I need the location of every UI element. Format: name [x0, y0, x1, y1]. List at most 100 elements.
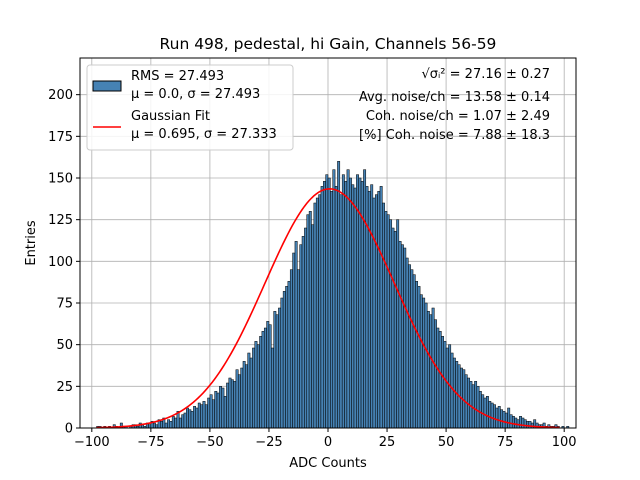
histogram-bar — [230, 379, 234, 429]
histogram-bar — [313, 202, 317, 429]
histogram-bar — [318, 194, 322, 429]
histogram-bar — [311, 224, 315, 429]
histogram-bar — [434, 319, 437, 429]
histogram-bar — [200, 404, 204, 429]
histogram-bar — [214, 391, 218, 429]
histogram-bar — [233, 381, 237, 429]
histogram-bar — [237, 374, 241, 429]
histogram-bar — [483, 397, 487, 429]
legend-histogram-line-2: μ = 0.0, σ = 27.493 — [131, 87, 260, 102]
x-tick-label: −50 — [196, 435, 223, 450]
histogram-bar — [152, 422, 156, 429]
y-axis: 0 25 50 75 100 125 150 175 200 — [48, 88, 80, 437]
y-tick-label: 50 — [56, 338, 73, 353]
histogram-bar — [289, 269, 293, 429]
histogram-bar — [377, 191, 381, 429]
legend-histogram-line-1: RMS = 27.493 — [131, 69, 224, 84]
gaussian-fit-curve — [96, 188, 560, 429]
histogram-bar — [186, 407, 189, 429]
histogram-bar — [450, 352, 454, 429]
histogram-bar — [174, 417, 178, 429]
histogram-bar — [209, 394, 213, 429]
legend-histogram-swatch — [92, 80, 122, 92]
histogram-bar — [271, 347, 274, 429]
histogram-bar — [181, 414, 185, 429]
legend-fit-line-2: μ = 0.695, σ = 27.333 — [131, 127, 277, 142]
histogram-bar — [268, 324, 272, 429]
histogram-bar — [351, 184, 355, 429]
x-tick-label: 0 — [324, 435, 332, 450]
histogram-bar — [485, 396, 489, 429]
histogram-bar — [429, 314, 433, 429]
histogram-bar — [514, 417, 518, 429]
histogram-bar — [398, 241, 402, 429]
histogram-bar — [261, 331, 265, 429]
histogram-bar — [320, 186, 324, 429]
histogram-bar — [374, 194, 378, 429]
y-tick-label: 200 — [48, 88, 73, 103]
histogram-bar — [507, 407, 511, 429]
histogram-bar — [526, 421, 530, 429]
histogram-bar — [240, 367, 244, 429]
histogram-bar — [438, 331, 442, 429]
histogram-bar — [221, 387, 225, 429]
histogram-bar — [275, 314, 279, 429]
histogram-bar — [478, 391, 482, 429]
histogram-bar — [431, 307, 435, 429]
histogram-bar — [509, 414, 513, 429]
histogram-bar — [226, 382, 230, 429]
histogram-bar — [400, 244, 404, 429]
histogram-bar — [519, 416, 522, 429]
histogram-bar — [216, 392, 220, 429]
histogram-bar — [228, 377, 232, 429]
histogram-bar — [164, 422, 168, 429]
x-tick-label: 25 — [379, 435, 396, 450]
histogram-bar — [422, 297, 426, 429]
histogram-bar — [247, 352, 251, 429]
histogram-bar — [488, 401, 492, 429]
histogram-bar — [393, 231, 397, 429]
histogram-bar — [190, 411, 194, 429]
histogram-bar — [294, 241, 298, 429]
histogram-bar — [223, 396, 227, 429]
histogram-bar — [160, 421, 163, 429]
histogram-bar — [521, 417, 525, 429]
histogram-bar — [426, 311, 430, 429]
x-tick-label: −75 — [137, 435, 164, 450]
histogram-bar — [285, 286, 289, 429]
x-tick-label: −100 — [74, 435, 110, 450]
histogram-bar — [386, 214, 390, 429]
y-axis-label: Entries — [24, 220, 39, 266]
histogram-bar — [476, 386, 480, 429]
histogram-bar — [370, 184, 374, 429]
histogram-bar — [212, 399, 215, 429]
histogram-bar — [282, 291, 286, 429]
histogram-bar — [382, 202, 385, 429]
histogram-bar — [167, 419, 171, 429]
histogram-bar — [266, 321, 270, 429]
histogram-bar — [341, 174, 345, 429]
histogram-bar — [405, 257, 409, 429]
histogram-bar — [408, 264, 411, 429]
histogram-bar — [391, 227, 395, 429]
histogram-bar — [384, 211, 388, 429]
histogram-bar — [256, 344, 260, 429]
histogram-bar — [315, 197, 319, 429]
histogram-bar — [349, 177, 352, 429]
histogram-bar — [195, 407, 199, 429]
x-axis-label: ADC Counts — [289, 456, 367, 471]
histogram-bar — [178, 417, 182, 429]
annotation-sigma-i: √σᵢ² = 27.16 ± 0.27 — [421, 67, 550, 82]
histogram-bar — [235, 369, 239, 429]
histogram-bar — [419, 294, 423, 429]
histogram-bar — [528, 421, 532, 429]
histogram-bar — [495, 407, 499, 429]
histogram-bar — [278, 307, 282, 429]
histogram-bar — [332, 169, 336, 429]
histogram-bar — [193, 406, 196, 429]
histogram-bar — [353, 187, 357, 429]
histogram-bar — [169, 421, 173, 429]
annotation-avg-noise: Avg. noise/ch = 13.58 ± 0.14 — [359, 90, 550, 105]
stats-annotations: √σᵢ² = 27.16 ± 0.27 Avg. noise/ch = 13.5… — [359, 67, 550, 143]
histogram-bar — [207, 397, 211, 429]
